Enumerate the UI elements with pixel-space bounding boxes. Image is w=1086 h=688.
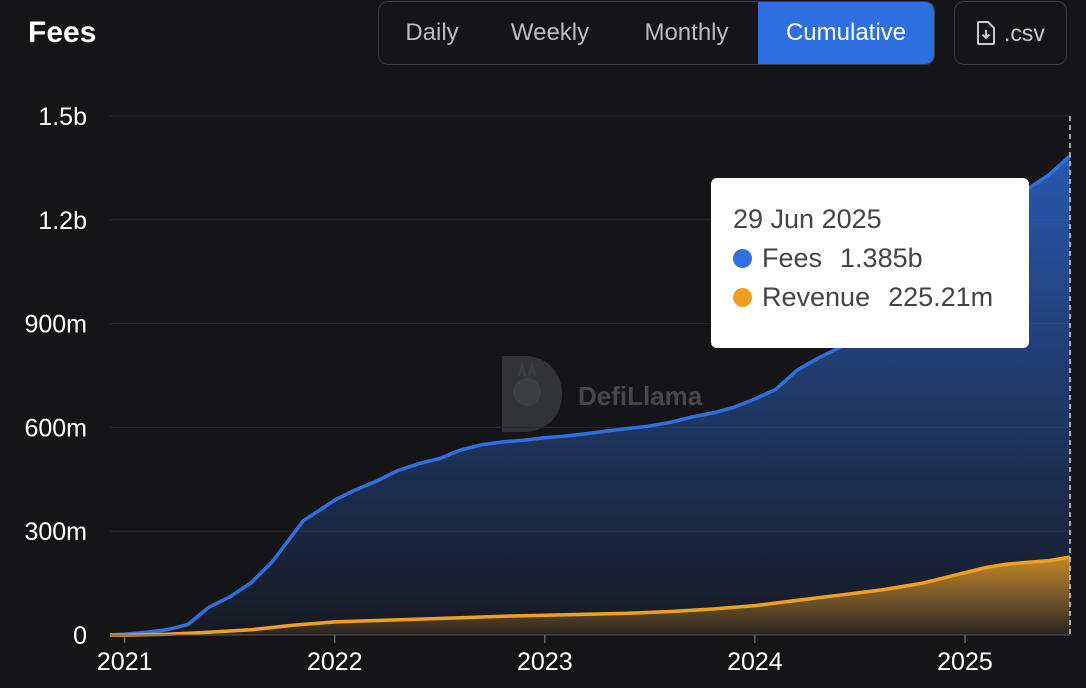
x-tick-label: 2024 bbox=[727, 648, 783, 676]
fees-area bbox=[110, 155, 1070, 636]
period-tabs: Daily Weekly Monthly Cumulative bbox=[378, 1, 935, 65]
y-tick-label: 1.5b bbox=[38, 103, 87, 131]
download-csv-button[interactable]: .csv bbox=[954, 1, 1067, 65]
page-title: Fees bbox=[28, 16, 97, 49]
tooltip-row-fees: Fees 1.385b bbox=[733, 243, 1007, 274]
y-tick-label: 900m bbox=[24, 311, 87, 339]
y-tick-label: 1.2b bbox=[38, 207, 87, 235]
x-tick-label: 2023 bbox=[517, 648, 573, 676]
revenue-area bbox=[110, 557, 1070, 635]
tooltip-fees-value: 1.385b bbox=[840, 243, 923, 273]
fees-legend-dot bbox=[733, 249, 752, 268]
llama-logo-icon bbox=[494, 354, 564, 439]
revenue-line bbox=[110, 555, 1071, 637]
x-tick-label: 2021 bbox=[97, 648, 153, 676]
csv-label: .csv bbox=[1004, 19, 1045, 46]
tab-weekly[interactable]: Weekly bbox=[510, 19, 590, 46]
y-tick-label: 600m bbox=[24, 414, 87, 442]
revenue-legend-dot bbox=[733, 288, 752, 307]
tooltip-fees-label: Fees bbox=[762, 243, 823, 273]
tab-cumulative[interactable]: Cumulative bbox=[758, 2, 934, 64]
tab-monthly[interactable]: Monthly bbox=[644, 19, 729, 46]
y-tick-label: 300m bbox=[24, 518, 87, 546]
tooltip-revenue-label: Revenue bbox=[762, 282, 871, 312]
tooltip-revenue-value: 225.21m bbox=[888, 282, 994, 312]
file-download-icon bbox=[976, 21, 996, 45]
tooltip-date: 29 Jun 2025 bbox=[733, 204, 882, 234]
x-tick-label: 2025 bbox=[937, 648, 993, 676]
y-tick-label: 0 bbox=[73, 622, 87, 650]
tooltip-row-revenue: Revenue 225.21m bbox=[733, 282, 1007, 313]
tab-daily[interactable]: Daily bbox=[405, 19, 459, 46]
x-tick-label: 2022 bbox=[307, 648, 363, 676]
defillama-watermark: DefiLlama bbox=[494, 354, 702, 439]
chart-tooltip: 29 Jun 2025 Fees 1.385b Revenue 225.21m bbox=[711, 178, 1029, 348]
watermark-text: DefiLlama bbox=[578, 381, 703, 411]
